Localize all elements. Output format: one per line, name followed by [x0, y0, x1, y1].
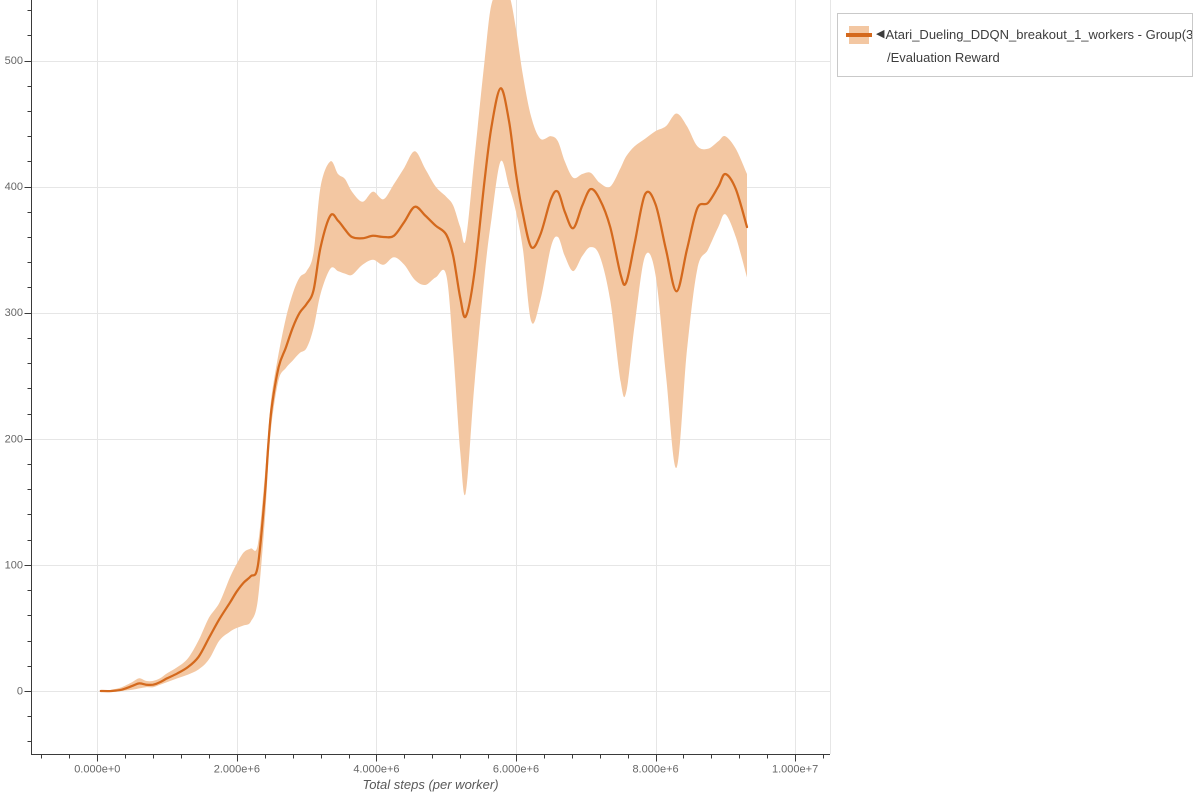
x-axis-title: Total steps (per worker) [362, 777, 499, 792]
x-tick-label: 4.000e+6 [353, 764, 399, 776]
y-tick-label: 300 [5, 307, 23, 319]
x-tick-label: 2.000e+6 [214, 764, 260, 776]
legend: ◀ Atari_Dueling_DDQN_breakout_1_workers … [837, 13, 1193, 77]
legend-entry[interactable]: ◀ Atari_Dueling_DDQN_breakout_1_workers … [846, 23, 1192, 46]
y-tick-label: 400 [5, 181, 23, 193]
tick-labels: 0.000e+0 2.000e+6 4.000e+6 6.000e+6 8.000e+6… [5, 55, 819, 775]
mean-line [99, 87, 749, 693]
gridlines [31, 0, 831, 754]
y-tick-label: 100 [5, 559, 23, 571]
y-tick-label: 500 [5, 55, 23, 67]
y-tick-label: 0 [17, 685, 23, 697]
x-tick-label: 6.000e+6 [493, 764, 539, 776]
confidence-band [100, 0, 747, 692]
x-tick-label: 0.000e+0 [74, 764, 120, 776]
x-tick-label: 1.000e+7 [772, 764, 818, 776]
legend-series-name: Atari_Dueling_DDQN_breakout_1_workers - … [885, 27, 1193, 42]
axes [24, 0, 830, 762]
legend-metric-name: /Evaluation Reward [887, 50, 1000, 65]
y-tick-label: 200 [5, 433, 23, 445]
line-swatch [846, 32, 872, 37]
legend-series-swatch-icon [846, 25, 872, 45]
x-tick-label: 8.000e+6 [632, 764, 678, 776]
collapse-triangle-icon[interactable]: ◀ [876, 28, 885, 40]
